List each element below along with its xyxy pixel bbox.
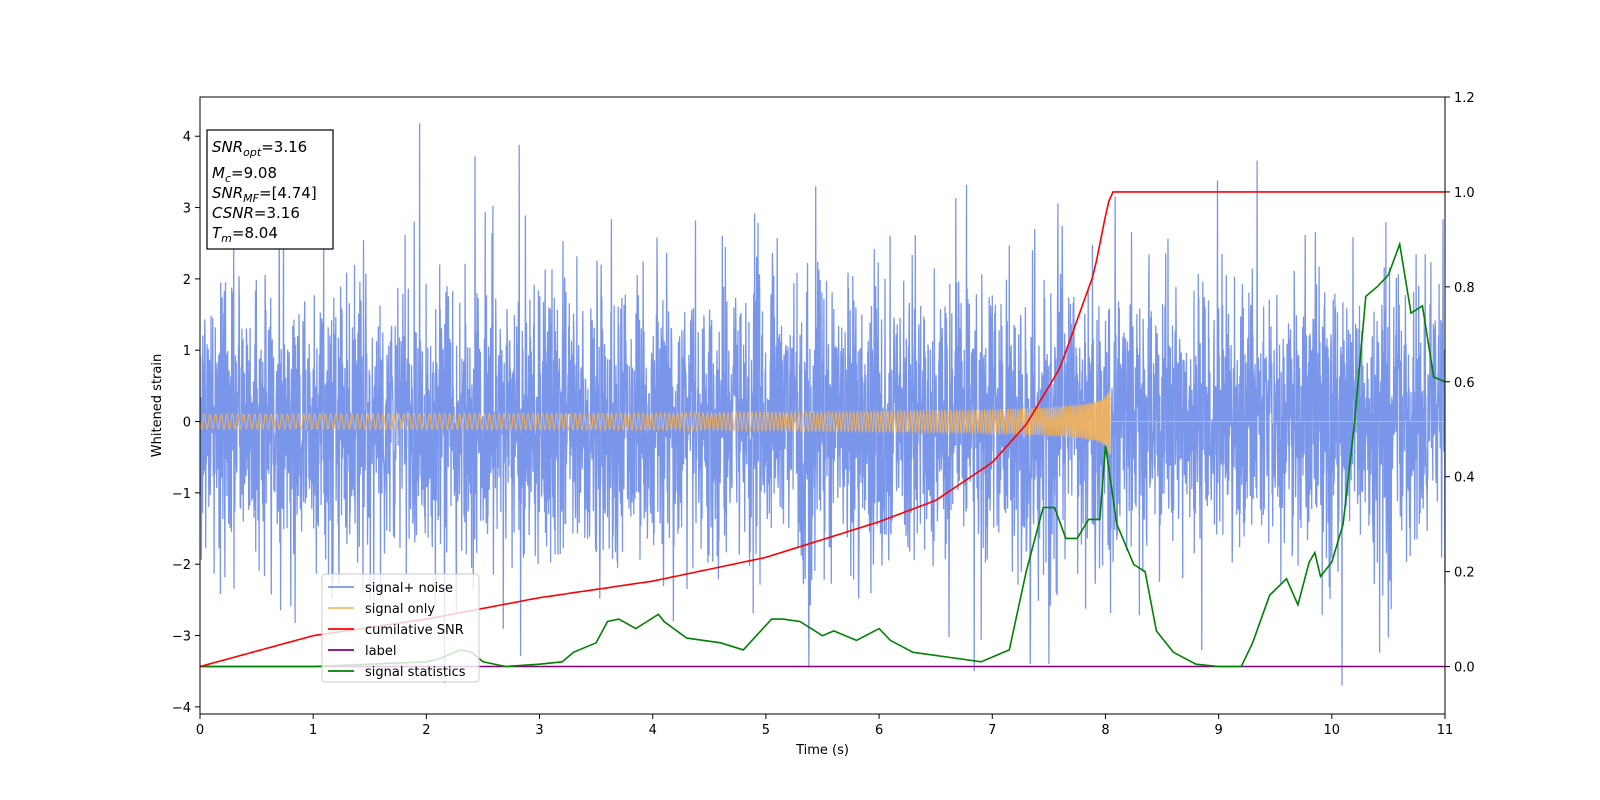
legend-item-signal-only: signal only [328,602,435,617]
axes-frame [199,96,1446,715]
y-tick-label: 2 [183,273,191,288]
y2-tick-label: 0.4 [1454,471,1475,486]
tm-annotation: Tm=8.04 [212,224,278,245]
x-tick-label: 1 [309,723,317,738]
y-tick-label: 4 [183,130,191,145]
y-tick-label: 3 [183,202,191,217]
y-tick-label: −4 [172,701,191,716]
csnr-annotation: CSNR=3.16 [212,204,300,222]
y2-tick-label: 1.2 [1454,91,1475,106]
y-tick-label: 0 [183,416,191,431]
x-tick-label: 7 [988,723,996,738]
x-tick-label: 3 [535,723,543,738]
x-tick-label: 10 [1324,723,1341,738]
x-tick-label: 6 [875,723,883,738]
legend-item-signal-statistics: signal statistics [328,665,466,680]
x-tick-label: 11 [1437,723,1454,738]
snr-opt-annotation: SNRopt=3.16 [212,138,307,159]
x-tick-label: 9 [1214,723,1222,738]
legend-label: signal only [365,602,435,617]
snr-mf-annotation: SNRMF=[4.74] [212,184,317,205]
legend-label: cumilative SNR [365,623,464,638]
x-tick-label: 0 [196,723,204,738]
x-tick-label: 8 [1101,723,1109,738]
y-tick-label: −2 [172,558,191,573]
y2-tick-label: 0.0 [1454,661,1475,676]
legend-label: label [365,644,396,659]
x-tick-label: 2 [422,723,430,738]
legend-label: signal statistics [365,665,466,680]
y-tick-label: −3 [172,630,191,645]
legend-item-cumilative-snr: cumilative SNR [328,623,464,638]
y2-tick-label: 0.6 [1454,376,1475,391]
legend-item-signal-noise: signal+ noise [328,581,453,596]
x-tick-label: 4 [649,723,657,738]
series-signal-only-line [200,388,1445,455]
y-tick-label: 1 [183,344,191,359]
x-axis: 0 1 2 3 4 5 6 7 8 9 10 11 [196,714,1453,738]
x-axis-title: Time (s) [795,743,849,758]
y-tick-label: −1 [172,487,191,502]
legend-frame [321,573,480,683]
series-signal-statistics-line [200,240,1445,668]
y-axis-title: Whitened strain [150,354,165,457]
annotation-box-frame [206,129,334,250]
y-axis-right: 1.2 1.0 0.8 0.6 0.4 0.2 0.0 [1445,91,1475,676]
y-axis-left: 4 3 2 1 0 −1 −2 −3 −4 [172,130,200,716]
mc-annotation: Mc=9.08 [212,164,277,185]
series-signal-noise-line [200,123,1445,686]
y2-tick-label: 1.0 [1454,186,1475,201]
legend-label: signal+ noise [365,581,453,596]
legend: signal+ noise signal only cumilative SNR la… [321,573,480,683]
legend-item-label: label [328,644,396,659]
x-tick-label: 5 [762,723,770,738]
y2-tick-label: 0.8 [1454,281,1475,296]
y2-tick-label: 0.2 [1454,566,1475,581]
